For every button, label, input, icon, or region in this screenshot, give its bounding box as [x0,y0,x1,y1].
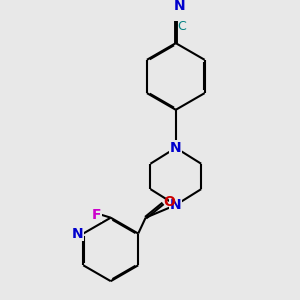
Text: N: N [170,198,182,212]
Text: F: F [92,208,101,221]
Text: C: C [177,20,186,33]
Text: N: N [174,0,186,13]
Text: N: N [170,141,182,155]
Text: O: O [164,195,175,209]
Text: N: N [72,226,83,241]
